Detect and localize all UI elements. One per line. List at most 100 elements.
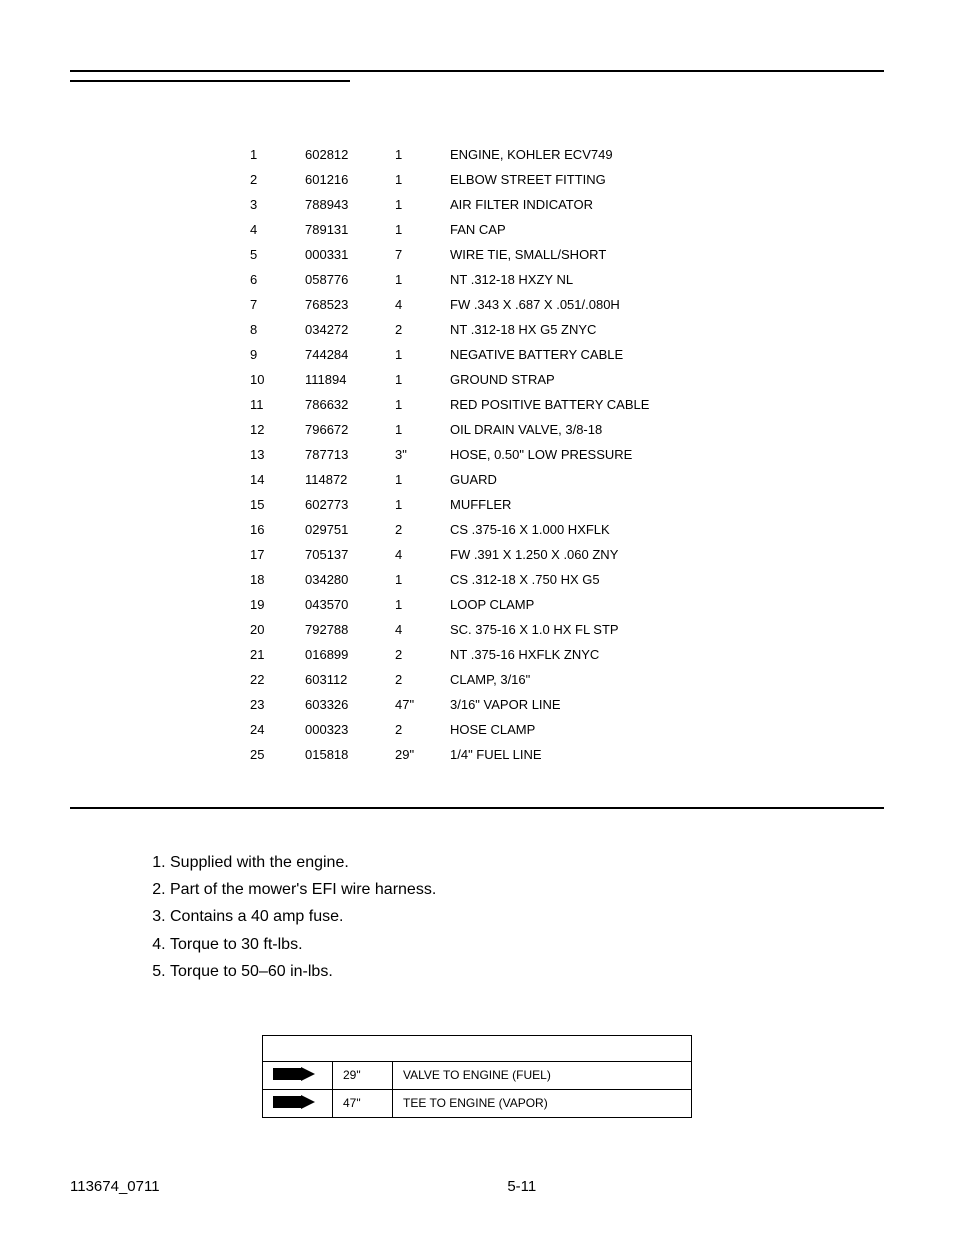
table-row: 37889431AIR FILTER INDICATOR — [250, 192, 649, 217]
parts-table: 16028121ENGINE, KOHLER ECV74926012161ELB… — [250, 142, 649, 767]
top-rule — [70, 70, 884, 72]
arrow-icon — [273, 1068, 315, 1080]
cell-qty: 1 — [395, 167, 450, 192]
cell-item: 18 — [250, 567, 305, 592]
cell-desc: RED POSITIVE BATTERY CABLE — [450, 392, 649, 417]
cell-qty: 1 — [395, 417, 450, 442]
cell-item: 24 — [250, 717, 305, 742]
hose-desc-cell: VALVE TO ENGINE (FUEL) — [393, 1061, 692, 1089]
bottom-rule — [70, 807, 884, 809]
table-row: 190435701LOOP CLAMP — [250, 592, 649, 617]
cell-qty: 29" — [395, 742, 450, 767]
note-item: Torque to 50–60 in-lbs. — [170, 958, 884, 985]
table-row: 127966721OIL DRAIN VALVE, 3/8-18 — [250, 417, 649, 442]
cell-item: 19 — [250, 592, 305, 617]
cell-part: 029751 — [305, 517, 395, 542]
cell-qty: 4 — [395, 617, 450, 642]
cell-qty: 2 — [395, 517, 450, 542]
table-row: 26012161ELBOW STREET FITTING — [250, 167, 649, 192]
cell-qty: 1 — [395, 342, 450, 367]
cell-item: 14 — [250, 467, 305, 492]
cell-item: 8 — [250, 317, 305, 342]
cell-desc: CS .312-18 X .750 HX G5 — [450, 567, 649, 592]
cell-item: 7 — [250, 292, 305, 317]
cell-desc: NT .312-18 HX G5 ZNYC — [450, 317, 649, 342]
cell-part: 744284 — [305, 342, 395, 367]
table-row: 240003232HOSE CLAMP — [250, 717, 649, 742]
cell-desc: OIL DRAIN VALVE, 3/8-18 — [450, 417, 649, 442]
cell-desc: ELBOW STREET FITTING — [450, 167, 649, 192]
cell-part: 602773 — [305, 492, 395, 517]
cell-part: 603112 — [305, 667, 395, 692]
hose-desc-cell: TEE TO ENGINE (VAPOR) — [393, 1089, 692, 1117]
table-row: 50003317WIRE TIE, SMALL/SHORT — [250, 242, 649, 267]
cell-item: 4 — [250, 217, 305, 242]
cell-part: 034280 — [305, 567, 395, 592]
cell-desc: CS .375-16 X 1.000 HXFLK — [450, 517, 649, 542]
note-item: Contains a 40 amp fuse. — [170, 903, 884, 930]
cell-part: 058776 — [305, 267, 395, 292]
cell-qty: 2 — [395, 642, 450, 667]
cell-desc: GUARD — [450, 467, 649, 492]
table-row: 180342801CS .312-18 X .750 HX G5 — [250, 567, 649, 592]
table-row: 47891311FAN CAP — [250, 217, 649, 242]
cell-qty: 1 — [395, 592, 450, 617]
table-row: 156027731MUFFLER — [250, 492, 649, 517]
cell-qty: 3" — [395, 442, 450, 467]
cell-desc: FW .391 X 1.250 X .060 ZNY — [450, 542, 649, 567]
cell-part: 000331 — [305, 242, 395, 267]
cell-part: 788943 — [305, 192, 395, 217]
table-row: 77685234FW .343 X .687 X .051/.080H — [250, 292, 649, 317]
cell-item: 9 — [250, 342, 305, 367]
cell-qty: 2 — [395, 317, 450, 342]
arrow-icon — [273, 1096, 315, 1108]
cell-item: 16 — [250, 517, 305, 542]
table-row: 101118941GROUND STRAP — [250, 367, 649, 392]
cell-qty: 1 — [395, 467, 450, 492]
cell-desc: NEGATIVE BATTERY CABLE — [450, 342, 649, 367]
cell-qty: 4 — [395, 542, 450, 567]
cell-qty: 1 — [395, 142, 450, 167]
cell-part: 796672 — [305, 417, 395, 442]
cell-qty: 1 — [395, 567, 450, 592]
page-footer: 113674_0711 5-11 — [70, 1178, 884, 1195]
cell-qty: 2 — [395, 717, 450, 742]
hose-tbody: 29"VALVE TO ENGINE (FUEL)47"TEE TO ENGIN… — [263, 1061, 692, 1117]
cell-item: 1 — [250, 142, 305, 167]
table-row: 2360332647"3/16" VAPOR LINE — [250, 692, 649, 717]
hose-arrow-cell — [263, 1089, 333, 1117]
table-row: 16028121ENGINE, KOHLER ECV749 — [250, 142, 649, 167]
hose-arrow-cell — [263, 1061, 333, 1089]
cell-item: 12 — [250, 417, 305, 442]
hose-row: 47"TEE TO ENGINE (VAPOR) — [263, 1089, 692, 1117]
cell-desc: SC. 375-16 X 1.0 HX FL STP — [450, 617, 649, 642]
cell-qty: 1 — [395, 367, 450, 392]
cell-item: 13 — [250, 442, 305, 467]
footer-pagenum: 5-11 — [70, 1178, 884, 1195]
cell-part: 789131 — [305, 217, 395, 242]
table-row: 97442841NEGATIVE BATTERY CABLE — [250, 342, 649, 367]
notes-list: Supplied with the engine.Part of the mow… — [150, 849, 884, 985]
table-row: 141148721GUARD — [250, 467, 649, 492]
cell-part: 705137 — [305, 542, 395, 567]
cell-part: 603326 — [305, 692, 395, 717]
cell-item: 3 — [250, 192, 305, 217]
cell-qty: 7 — [395, 242, 450, 267]
cell-desc: WIRE TIE, SMALL/SHORT — [450, 242, 649, 267]
hose-header-row — [263, 1035, 692, 1061]
parts-tbody: 16028121ENGINE, KOHLER ECV74926012161ELB… — [250, 142, 649, 767]
cell-qty: 1 — [395, 192, 450, 217]
table-row: 226031122CLAMP, 3/16" — [250, 667, 649, 692]
cell-part: 111894 — [305, 367, 395, 392]
cell-desc: HOSE CLAMP — [450, 717, 649, 742]
table-row: 177051374FW .391 X 1.250 X .060 ZNY — [250, 542, 649, 567]
cell-part: 114872 — [305, 467, 395, 492]
cell-part: 016899 — [305, 642, 395, 667]
cell-qty: 1 — [395, 392, 450, 417]
note-item: Torque to 30 ft-lbs. — [170, 931, 884, 958]
table-row: 137877133"HOSE, 0.50" LOW PRESSURE — [250, 442, 649, 467]
cell-part: 792788 — [305, 617, 395, 642]
hose-length-cell: 47" — [333, 1089, 393, 1117]
table-row: 60587761NT .312-18 HXZY NL — [250, 267, 649, 292]
cell-qty: 2 — [395, 667, 450, 692]
